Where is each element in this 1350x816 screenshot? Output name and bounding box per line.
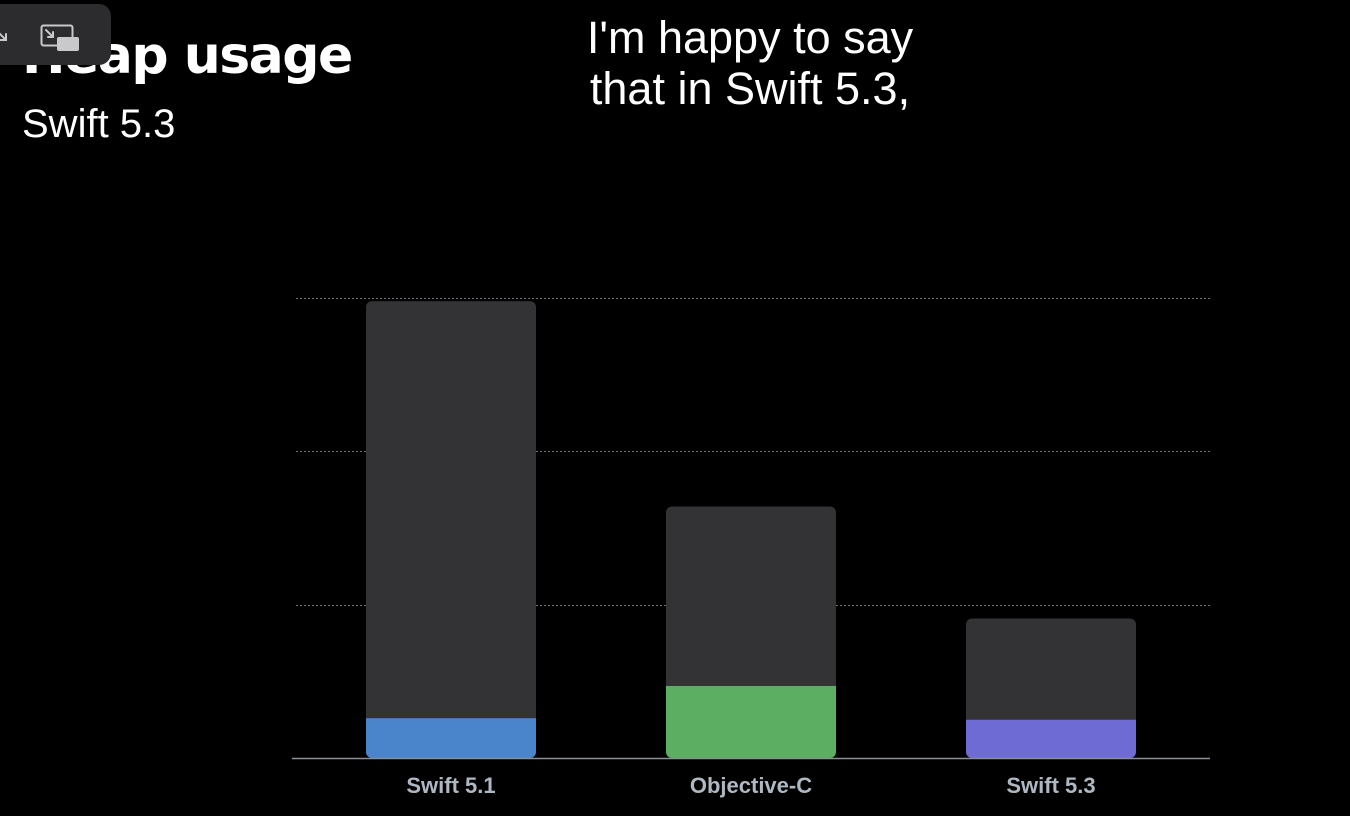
pip-control-panel[interactable]: [0, 4, 111, 65]
bar-base-segment: [966, 719, 1136, 758]
caption-line-2: that in Swift 5.3,: [589, 63, 911, 114]
x-tick-label: Swift 5.3: [1006, 773, 1095, 798]
bar-total-segment: [666, 506, 836, 686]
bar-total-segment: [366, 301, 536, 719]
caption-line-1: I'm happy to say: [586, 12, 914, 63]
bars: [366, 301, 1136, 758]
bar-base-segment: [666, 685, 836, 758]
x-tick-labels: Swift 5.1 Objective-C Swift 5.3: [406, 773, 1095, 798]
subtitle-caption: I'm happy to say that in Swift 5.3,: [560, 12, 940, 122]
picture-in-picture-exit-icon[interactable]: [40, 24, 80, 59]
bar-group-swift-5-3: [966, 618, 1136, 758]
bar-group-swift-5-1: [366, 301, 536, 758]
bar-base-segment: [366, 718, 536, 758]
arrow-down-right-icon[interactable]: [0, 30, 10, 49]
chart-subtitle: Swift 5.3: [22, 102, 176, 146]
bar-group-objective-c: [666, 506, 836, 758]
x-tick-label: Swift 5.1: [406, 773, 495, 798]
x-tick-label: Objective-C: [690, 773, 812, 798]
bar-total-segment: [966, 618, 1136, 720]
